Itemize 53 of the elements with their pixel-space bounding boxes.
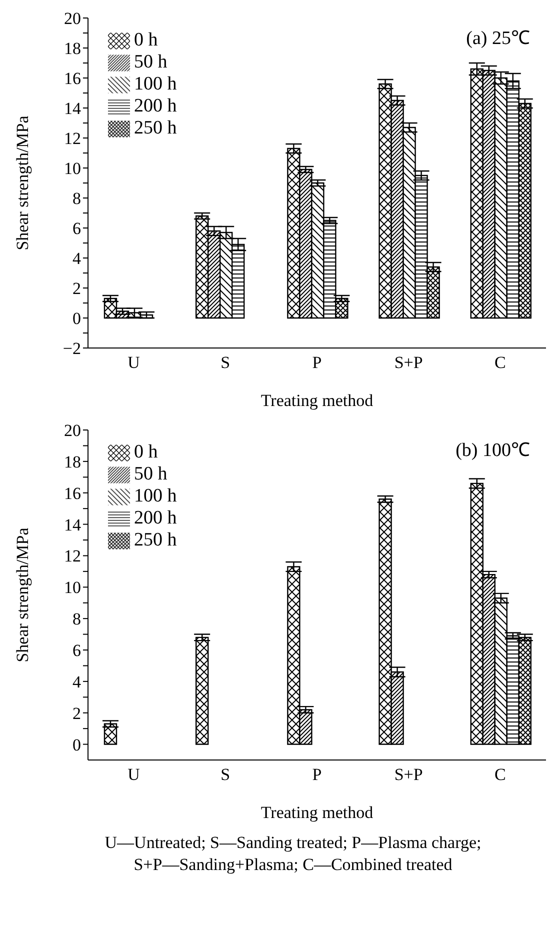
legend-label: 50 h <box>134 51 168 72</box>
x-tick-label: U <box>128 765 140 784</box>
y-tick-label: 6 <box>72 641 81 660</box>
y-tick-label: 18 <box>64 452 81 472</box>
y-axis-title: Shear strength/MPa <box>13 115 32 250</box>
legend-label: 100 h <box>134 73 177 94</box>
text: (b) 100℃ <box>456 439 530 462</box>
y-tick-label: 2 <box>72 704 81 723</box>
legend-label: 0 h <box>134 441 158 462</box>
legend-label: 50 h <box>134 463 168 484</box>
text: (a) 25℃ <box>466 27 530 50</box>
bar <box>195 636 209 745</box>
y-tick-label: 0 <box>72 735 81 754</box>
y-tick-label: 10 <box>64 578 81 598</box>
y-tick-label: 16 <box>64 484 81 503</box>
legend-label: 200 h <box>134 507 177 528</box>
legend-label: 100 h <box>134 485 177 506</box>
x-tick-label: P <box>312 765 322 784</box>
text: S+P—Sanding+Plasma; C—Combined treated <box>132 854 454 876</box>
y-tick-label: 14 <box>64 515 82 534</box>
x-tick-label: P <box>312 353 322 372</box>
x-tick-label: S+P <box>394 765 423 784</box>
x-axis-title: Treating method <box>260 391 374 410</box>
x-tick-label: C <box>494 353 506 372</box>
y-tick-label: 18 <box>64 39 81 58</box>
y-tick-label: 4 <box>72 672 82 692</box>
y-tick-label: 8 <box>72 189 81 208</box>
x-tick-label: S <box>220 765 230 784</box>
y-tick-label: 12 <box>64 129 81 148</box>
legend-label: 0 h <box>134 29 158 50</box>
x-tick-label: S <box>220 353 230 372</box>
legend-label: 200 h <box>134 95 177 116</box>
y-tick-label: 20 <box>64 9 81 28</box>
x-tick-label: S+P <box>394 353 423 372</box>
y-tick-label: −2 <box>62 339 81 358</box>
y-axis-title: Shear strength/MPa <box>13 527 32 662</box>
y-tick-label: 14 <box>64 99 82 118</box>
legend-label: 250 h <box>134 117 177 138</box>
bar <box>104 723 118 745</box>
y-tick-label: 2 <box>72 279 81 298</box>
x-tick-label: C <box>494 765 506 784</box>
y-tick-label: 4 <box>72 249 82 268</box>
y-tick-label: 0 <box>72 309 81 328</box>
y-tick-label: 20 <box>64 421 81 440</box>
x-axis-title: Treating method <box>260 803 374 822</box>
y-tick-label: 16 <box>64 69 81 88</box>
y-tick-label: 8 <box>72 610 81 629</box>
legend-label: 250 h <box>134 529 177 550</box>
x-tick-label: U <box>128 353 140 372</box>
y-tick-label: 6 <box>72 219 81 238</box>
text: U—Untreated; S—Sanding treated; P—Plasma charge; <box>104 832 482 854</box>
y-tick-label: 10 <box>64 159 81 178</box>
y-tick-label: 12 <box>64 546 81 566</box>
